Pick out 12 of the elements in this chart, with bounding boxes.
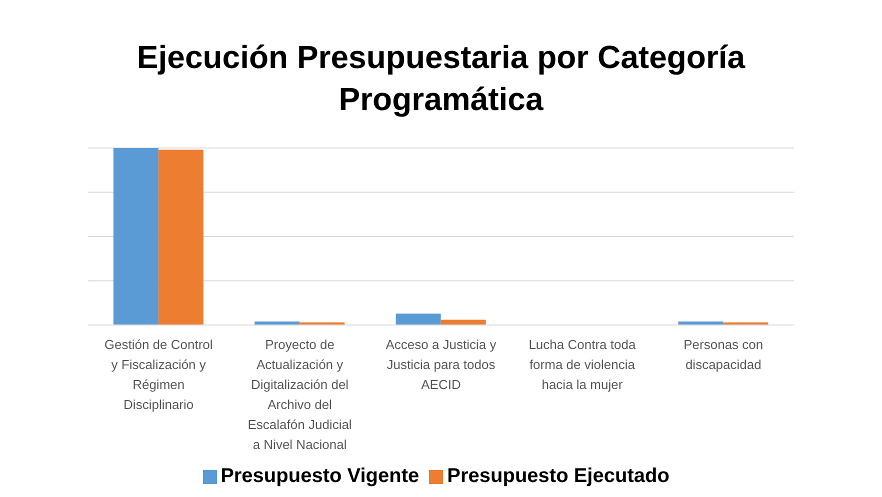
x-tick-label: Gestión de Control y Fiscalización y Régimen Disciplinario — [104, 337, 213, 412]
legend-label: Presupuesto Vigente — [220, 465, 420, 487]
chart-title: Ejecución Presupuestaria por Categoría Programática — [136, 38, 746, 118]
bar — [440, 320, 486, 325]
bar — [113, 148, 158, 325]
x-tick-label: Acceso a Justicia y Justicia para todos AECID — [386, 337, 497, 392]
bar — [396, 314, 441, 325]
x-tick-label: Proyecto de Actualización y Digitalización del Archivo del Escalafón Judicial a Nivel Nacional — [248, 337, 352, 452]
legend-label: Presupuesto Ejecutado — [447, 465, 670, 487]
bar — [158, 150, 204, 325]
x-tick-label: Personas con discapacidad — [684, 337, 764, 372]
x-tick-label: Lucha Contra toda forma de violencia hacia la mujer — [528, 337, 636, 392]
